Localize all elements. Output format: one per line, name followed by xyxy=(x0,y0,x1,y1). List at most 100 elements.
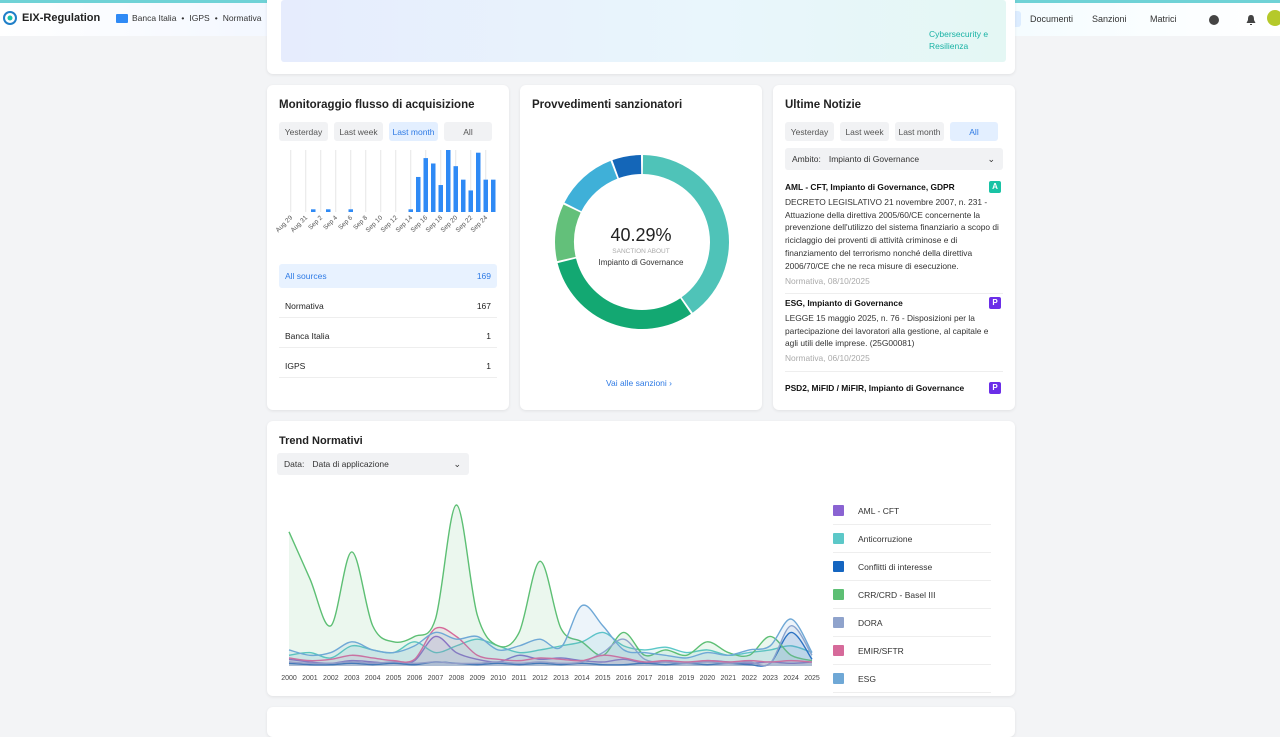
breadcrumb-item[interactable]: IGPS xyxy=(189,13,210,23)
legend-swatch xyxy=(833,645,844,656)
link-text[interactable]: Vai alle sanzioni xyxy=(606,378,667,388)
source-count: 169 xyxy=(476,271,491,281)
legend-item[interactable]: Conflitti di interesse xyxy=(833,553,991,581)
card-title: Provvedimenti sanzionatori xyxy=(532,99,683,111)
bar xyxy=(453,166,458,212)
separator: • xyxy=(214,13,218,23)
legend-item[interactable]: CRR/CRD - Basel III xyxy=(833,581,991,609)
legend-swatch xyxy=(833,673,844,684)
dropdown-label: Ambito: xyxy=(792,154,821,164)
x-tick-label: 2004 xyxy=(365,675,381,682)
x-tick-label: 2011 xyxy=(512,675,527,682)
filter-button[interactable]: Last month xyxy=(389,122,438,141)
donut-segment[interactable] xyxy=(557,258,691,329)
legend-item[interactable]: Anticorruzione xyxy=(833,525,991,553)
source-name: Banca Italia xyxy=(285,330,330,341)
donut-segment[interactable] xyxy=(564,160,618,212)
avatar[interactable] xyxy=(1267,10,1280,26)
dropdown-label: Data: xyxy=(284,459,305,469)
x-tick-label: 2024 xyxy=(783,675,799,682)
filter-button[interactable]: All xyxy=(444,122,492,141)
donut-segment[interactable] xyxy=(642,155,729,313)
x-tick-label: 2013 xyxy=(553,675,569,682)
source-row[interactable]: Normativa 167 xyxy=(279,294,497,318)
line-chart: 2000 2001 2002 2003 2004 2005 2006 2007 2008 2009… xyxy=(281,504,820,682)
filter-button[interactable]: Last week xyxy=(334,122,383,141)
news-tags: PSD2, MiFID / MiFIR, Impianto di Governa… xyxy=(785,383,965,393)
series-area xyxy=(289,504,812,666)
series-line xyxy=(288,626,813,663)
series-area xyxy=(289,605,812,666)
legend-item[interactable]: AML - CFT xyxy=(833,497,991,525)
source-row[interactable]: IGPS 1 xyxy=(279,354,497,378)
legend-label: AML - CFT xyxy=(858,505,900,516)
nav-item[interactable]: Sanzioni xyxy=(1092,14,1127,24)
filter-button[interactable]: Yesterday xyxy=(279,122,328,141)
brand[interactable]: EIX-Regulation xyxy=(22,12,101,24)
breadcrumb-item[interactable]: Normativa xyxy=(222,13,262,23)
sanctions-link[interactable]: Vai alle sanzioni › xyxy=(606,378,672,388)
dropdown-value: Data di applicazione xyxy=(312,459,389,469)
legend-item[interactable]: EMIR/SFTR xyxy=(833,637,991,665)
news-item[interactable]: PSD2, MiFID / MiFIR, Impianto di Governa… xyxy=(785,382,1003,395)
donut-chart xyxy=(555,155,729,329)
bar xyxy=(446,150,451,212)
bank-icon xyxy=(116,14,128,23)
news-tags: ESG, Impianto di Governance xyxy=(785,298,903,308)
bar xyxy=(326,209,331,212)
bar xyxy=(483,179,488,212)
top-strip xyxy=(281,0,1006,62)
bar xyxy=(348,209,353,212)
date-dropdown[interactable]: Data: Data di applicazione ⌄ xyxy=(277,453,469,475)
dropdown-value: Impianto di Governance xyxy=(828,154,920,164)
center-name: Impianto di Governance xyxy=(598,258,684,267)
help-icon[interactable] xyxy=(1208,14,1220,26)
filter-button[interactable]: All xyxy=(950,122,998,141)
separator: • xyxy=(181,13,185,23)
legend-label: ESG xyxy=(858,673,876,684)
news-meta: Normativa, 06/10/2025 xyxy=(785,353,870,364)
bell-icon[interactable] xyxy=(1245,14,1257,26)
bar xyxy=(461,179,466,212)
acquisition-card: Monitoraggio flusso di acquisizione Aug … xyxy=(267,85,509,410)
nav-item[interactable]: Matrici xyxy=(1150,14,1177,24)
x-tick-label: 2008 xyxy=(449,675,465,682)
donut-segment[interactable] xyxy=(612,155,642,179)
x-tick-label: 2020 xyxy=(700,675,716,682)
news-badge: P xyxy=(989,382,1001,394)
source-count: 1 xyxy=(486,330,491,341)
breadcrumb-item[interactable]: Banca Italia xyxy=(132,13,177,23)
bar xyxy=(431,163,436,212)
chevron: ⌄ xyxy=(453,458,461,469)
news-item[interactable]: ESG, Impianto di Governance P LEGGE 15 mag… xyxy=(785,297,1003,372)
news-text: DECRETO LEGISLATIVO 21 novembre 2007, n.… xyxy=(785,196,999,271)
legend-label: CRR/CRD - Basel III xyxy=(858,589,936,600)
x-tick-label: 2005 xyxy=(386,675,402,682)
series-line xyxy=(288,504,813,662)
x-tick-label: 2025 xyxy=(804,675,820,682)
sanctions-card: Provvedimenti sanzionatori 40.29% SANCTI… xyxy=(520,85,762,410)
scope-dropdown[interactable]: Ambito: Impianto di Governance ⌄ xyxy=(785,148,1003,170)
filter-button[interactable]: Yesterday xyxy=(785,122,834,141)
filter-button[interactable]: Last week xyxy=(840,122,889,141)
bar xyxy=(438,185,443,212)
x-tick-label: 2012 xyxy=(532,675,548,682)
series-line xyxy=(288,625,813,667)
news-badge: P xyxy=(989,297,1001,309)
x-tick-label: 2007 xyxy=(428,675,444,682)
news-badge: A xyxy=(989,181,1001,193)
news-item[interactable]: AML - CFT, Impianto di Governance, GDPR A… xyxy=(785,181,1003,295)
chevron: ⌄ xyxy=(987,153,995,164)
news-meta: Normativa, 08/10/2025 xyxy=(785,275,870,286)
top-label: Cybersecurity e Resilienza xyxy=(929,29,989,51)
legend-item[interactable]: ESG xyxy=(833,665,991,693)
source-row[interactable]: All sources 169 xyxy=(279,264,497,288)
filter-button[interactable]: Last month xyxy=(895,122,944,141)
x-tick-label: 2023 xyxy=(762,675,778,682)
donut-segment[interactable] xyxy=(555,204,581,262)
source-row[interactable]: Banca Italia 1 xyxy=(279,324,497,348)
legend-item[interactable]: DORA xyxy=(833,609,991,637)
nav-item[interactable]: Documenti xyxy=(1030,14,1074,24)
x-tick-label: 2002 xyxy=(323,675,339,682)
